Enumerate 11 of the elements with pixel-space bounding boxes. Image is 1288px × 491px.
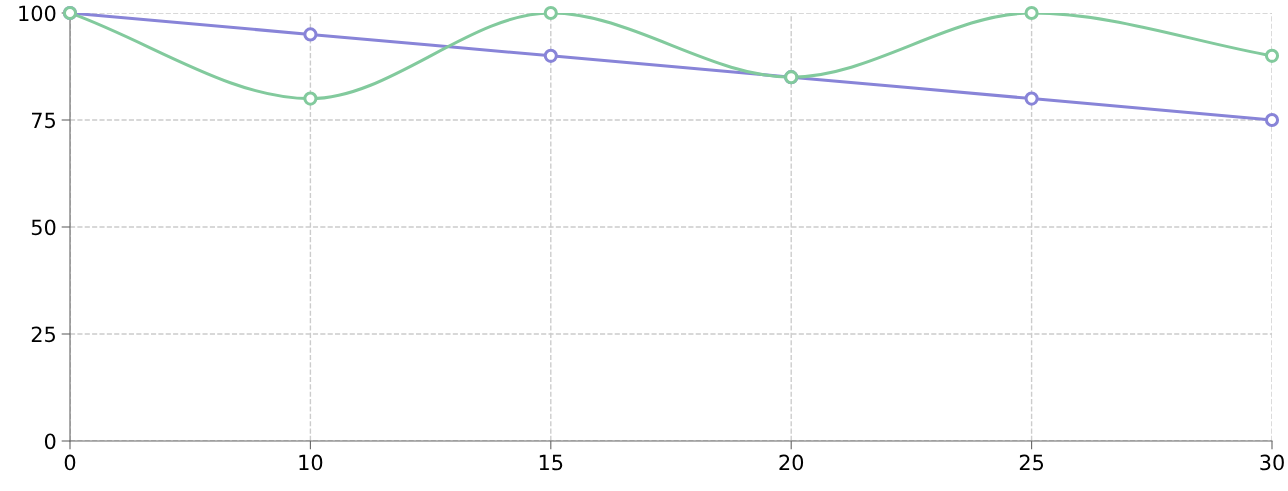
x-tick-label: 15 [539, 454, 563, 471]
y-tick-label: 75 [32, 112, 55, 129]
y-tick-label: 25 [31, 326, 55, 343]
x-tick-label: 0 [64, 454, 76, 471]
x-tick-label: 25 [1019, 454, 1044, 471]
y-tick-label: 50 [31, 219, 56, 236]
y-tick-label: 100 [19, 5, 56, 22]
x-tick-label: 10 [299, 454, 323, 471]
y-tick-label: 0 [44, 433, 56, 450]
x-tick-label: 20 [779, 454, 804, 471]
x-tick-label: 30 [1260, 454, 1284, 471]
